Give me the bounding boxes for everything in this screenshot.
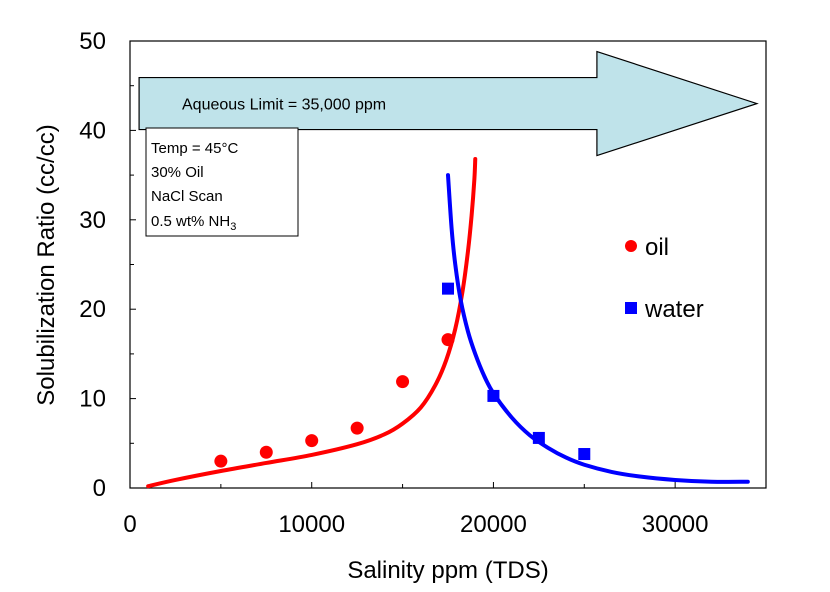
aqueous-limit-label: Aqueous Limit = 35,000 ppm [182,97,386,114]
conditions-additive: 0.5 wt% NH3 [151,213,236,233]
conditions-scan: NaCl Scan [151,188,223,205]
x-tick-label: 30000 [642,511,709,538]
y-tick-label: 50 [79,28,106,55]
data-point-oil [441,333,455,347]
conditions-additive-subscript: 3 [230,221,236,233]
x-tick-label: 0 [123,511,136,538]
y-tick-label: 40 [79,117,106,144]
y-tick-label: 30 [79,207,106,234]
conditions-oil: 30% Oil [151,164,204,181]
y-tick-label: 0 [93,475,106,502]
conditions-temp: Temp = 45°C [151,140,238,157]
legend-oil-marker [625,240,637,252]
fit-curve-oil [146,157,478,489]
x-tick-label: 20000 [460,511,527,538]
x-tick-label: 10000 [278,511,345,538]
y-axis-title: Solubilization Ratio (cc/cc) [33,124,60,405]
conditions-box-frame [145,127,299,237]
legend-oil-label: oil [645,234,669,261]
data-point-water [442,282,454,295]
legend-water-label: water [644,296,704,323]
data-point-oil [350,421,364,435]
fit-curves [146,157,750,489]
data-point-oil [259,445,273,459]
data-point-oil [214,454,228,468]
fit-curve-water [446,173,750,484]
legend: oil water [625,234,704,323]
conditions-additive-text: 0.5 wt% NH [151,213,230,230]
x-axis-ticks: 0 10000 20000 30000 [123,482,709,538]
data-point-water [578,448,591,461]
y-tick-label: 20 [79,296,106,323]
legend-water-marker [625,302,637,314]
data-point-oil [396,375,410,389]
data-point-water [487,389,500,402]
data-point-oil [305,434,319,448]
y-axis-ticks: 0 10 20 30 40 50 [79,28,136,502]
conditions-box: Temp = 45°C 30% Oil NaCl Scan 0.5 wt% NH… [145,127,299,237]
data-markers [214,282,591,468]
data-point-water [532,431,545,444]
x-axis-title: Salinity ppm (TDS) [347,557,548,584]
y-tick-label: 10 [79,386,106,413]
